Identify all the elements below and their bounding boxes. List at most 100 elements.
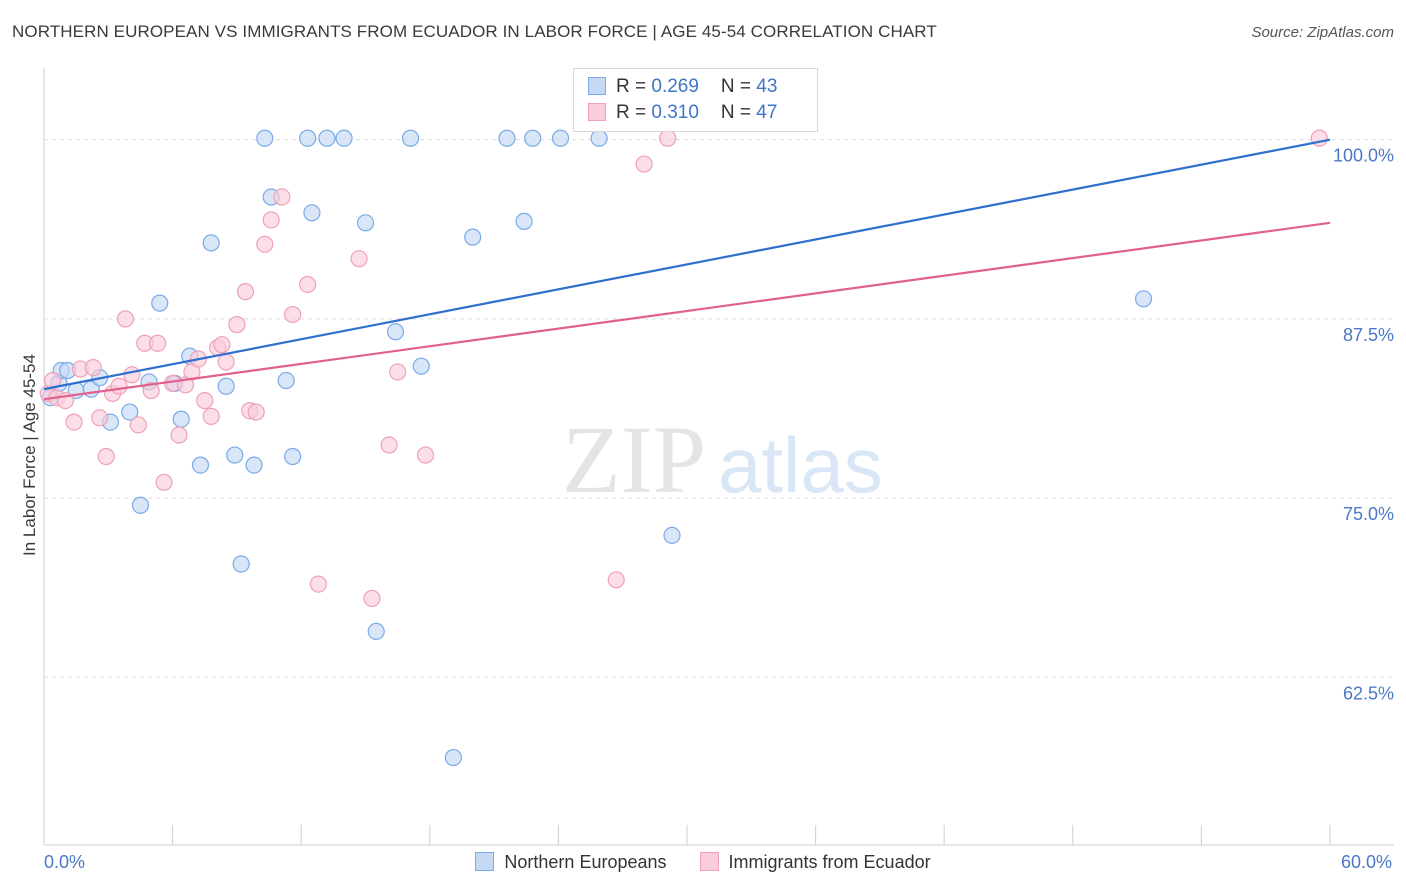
point-ecuador <box>84 359 102 377</box>
point-northern-europeans <box>356 214 375 232</box>
point-northern-europeans <box>524 129 542 147</box>
r-label: R = <box>616 102 652 123</box>
point-ecuador <box>213 336 231 354</box>
point-ecuador <box>659 129 677 147</box>
trend-line-ecuador <box>43 221 1331 401</box>
point-northern-europeans <box>245 456 263 474</box>
legend-item-ecuador: Immigrants from Ecuador <box>699 852 931 873</box>
point-ecuador <box>170 426 188 444</box>
point-ecuador <box>110 377 128 395</box>
y-tick-labels: 62.5% 75.0% 87.5% 100.0% <box>1333 146 1394 704</box>
point-ecuador <box>97 447 115 466</box>
point-northern-europeans <box>217 377 235 395</box>
n-label: N = <box>720 102 757 123</box>
point-ecuador <box>116 310 135 328</box>
point-northern-europeans <box>590 129 608 147</box>
point-ecuador <box>236 283 255 301</box>
swatch-northern-europeans <box>588 77 606 95</box>
point-northern-europeans <box>121 403 139 421</box>
point-ecuador <box>350 250 368 268</box>
legend-label: Immigrants from Ecuador <box>728 852 931 872</box>
n-value: 47 <box>756 102 778 123</box>
chart-title: NORTHERN EUROPEAN VS IMMIGRANTS FROM ECU… <box>12 22 937 41</box>
point-northern-europeans <box>232 555 250 573</box>
point-ecuador <box>129 416 147 434</box>
point-ecuador <box>217 353 235 371</box>
n-value: 43 <box>756 76 778 97</box>
point-northern-europeans <box>172 410 190 428</box>
point-ecuador <box>635 155 653 173</box>
point-northern-europeans <box>284 447 302 466</box>
point-northern-europeans <box>335 129 353 147</box>
watermark-zip: ZIP <box>562 406 706 513</box>
legend-swatch-ecuador <box>699 852 719 871</box>
point-northern-europeans <box>401 129 420 147</box>
y-tick-label: 75.0% <box>1343 504 1394 524</box>
point-northern-europeans <box>318 129 336 147</box>
point-ecuador <box>196 391 214 410</box>
point-northern-europeans <box>551 129 570 147</box>
stats-row-ecuador: R = 0.310 N = 47 <box>588 102 777 126</box>
point-northern-europeans <box>444 748 462 767</box>
y-tick-label: 87.5% <box>1343 325 1394 345</box>
point-ecuador <box>123 366 141 384</box>
point-northern-europeans <box>663 526 681 544</box>
series-legend: Northern Europeans Immigrants from Ecuad… <box>0 852 1406 873</box>
x-tick-max: 60.0% <box>1340 852 1392 872</box>
point-ecuador <box>284 305 302 324</box>
y-axis-label: In Labor Force | Age 45-54 <box>20 354 39 556</box>
point-ecuador <box>309 575 327 593</box>
point-ecuador <box>247 403 265 421</box>
point-northern-europeans <box>202 234 220 252</box>
point-northern-europeans <box>464 228 482 246</box>
point-ecuador <box>389 363 407 381</box>
point-northern-europeans <box>151 294 169 312</box>
point-northern-europeans <box>412 357 430 375</box>
point-northern-europeans <box>367 622 385 640</box>
source-label: Source: ZipAtlas.com <box>1251 24 1394 41</box>
y-tick-label: 100.0% <box>1333 146 1394 166</box>
stats-legend: R = 0.269 N = 43 R = 0.310 N = 47 <box>573 68 818 132</box>
point-ecuador <box>607 571 625 589</box>
point-northern-europeans <box>191 456 210 474</box>
r-label: R = <box>616 76 652 97</box>
point-ecuador <box>299 275 317 294</box>
watermark: ZIP atlas <box>562 406 883 513</box>
point-northern-europeans <box>1134 290 1153 308</box>
point-ecuador <box>91 409 109 427</box>
y-tick-label: 62.5% <box>1343 683 1394 703</box>
point-ecuador <box>273 188 291 206</box>
r-value: 0.269 <box>651 76 699 97</box>
point-northern-europeans <box>515 212 533 230</box>
trend-line-northern-europeans <box>43 138 1331 391</box>
point-ecuador <box>363 589 381 608</box>
legend-swatch-northern-europeans <box>475 852 495 871</box>
point-ecuador <box>380 436 398 454</box>
axes <box>43 68 1394 846</box>
point-northern-europeans <box>299 129 317 147</box>
point-ecuador <box>256 235 274 253</box>
point-ecuador <box>155 473 173 491</box>
point-ecuador <box>142 381 160 400</box>
x-tick-min: 0.0% <box>44 852 86 872</box>
point-ecuador <box>228 316 246 334</box>
point-northern-europeans <box>386 323 405 341</box>
stats-row-northern-europeans: R = 0.269 N = 43 <box>588 76 777 100</box>
swatch-ecuador <box>588 103 606 121</box>
trend-lines <box>43 138 1331 401</box>
point-ecuador <box>148 334 167 352</box>
point-northern-europeans <box>131 496 150 514</box>
legend-label: Northern Europeans <box>504 852 667 872</box>
r-value: 0.310 <box>651 102 699 123</box>
legend-item-northern-europeans: Northern Europeans <box>475 852 667 873</box>
watermark-atlas: atlas <box>718 421 883 509</box>
point-northern-europeans <box>256 129 274 147</box>
point-northern-europeans <box>226 446 244 464</box>
point-ecuador <box>416 446 435 464</box>
point-northern-europeans <box>303 204 321 222</box>
point-northern-europeans <box>498 129 516 147</box>
point-ecuador <box>65 413 83 431</box>
point-ecuador <box>262 211 280 229</box>
point-ecuador <box>202 407 220 425</box>
